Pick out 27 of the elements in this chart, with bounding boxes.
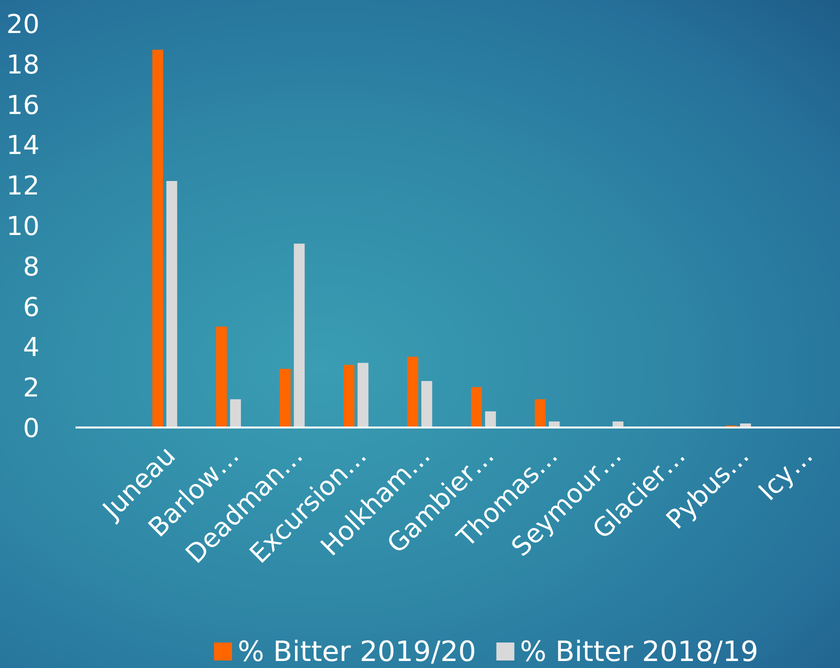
- y-tick-label: 4: [22, 333, 40, 364]
- legend-label: % Bitter 2018/19: [520, 635, 758, 668]
- bar: [344, 364, 354, 428]
- bar: [216, 326, 227, 428]
- y-tick-label: 6: [22, 292, 40, 323]
- x-tick-label: Icy…: [753, 440, 820, 507]
- bar: [485, 411, 496, 428]
- bar: [471, 387, 482, 428]
- y-tick-label: 12: [6, 172, 40, 202]
- y-tick-label: 16: [6, 90, 40, 121]
- y-tick-label: 18: [6, 50, 40, 80]
- bar: [230, 399, 241, 428]
- y-tick-label: 8: [22, 252, 40, 282]
- bar: [358, 362, 368, 428]
- bar: [166, 181, 178, 428]
- y-tick-label: 2: [22, 374, 40, 404]
- bar: [421, 381, 432, 428]
- bar: [294, 244, 305, 428]
- y-tick-label: 14: [6, 131, 40, 162]
- bar: [152, 50, 164, 428]
- y-tick-label: 20: [6, 10, 40, 40]
- bar: [407, 356, 418, 428]
- y-tick-label: 0: [22, 414, 40, 444]
- legend-label: % Bitter 2019/20: [238, 635, 476, 668]
- bar: [534, 399, 546, 428]
- bar: [280, 368, 291, 428]
- y-tick-label: 10: [6, 212, 40, 242]
